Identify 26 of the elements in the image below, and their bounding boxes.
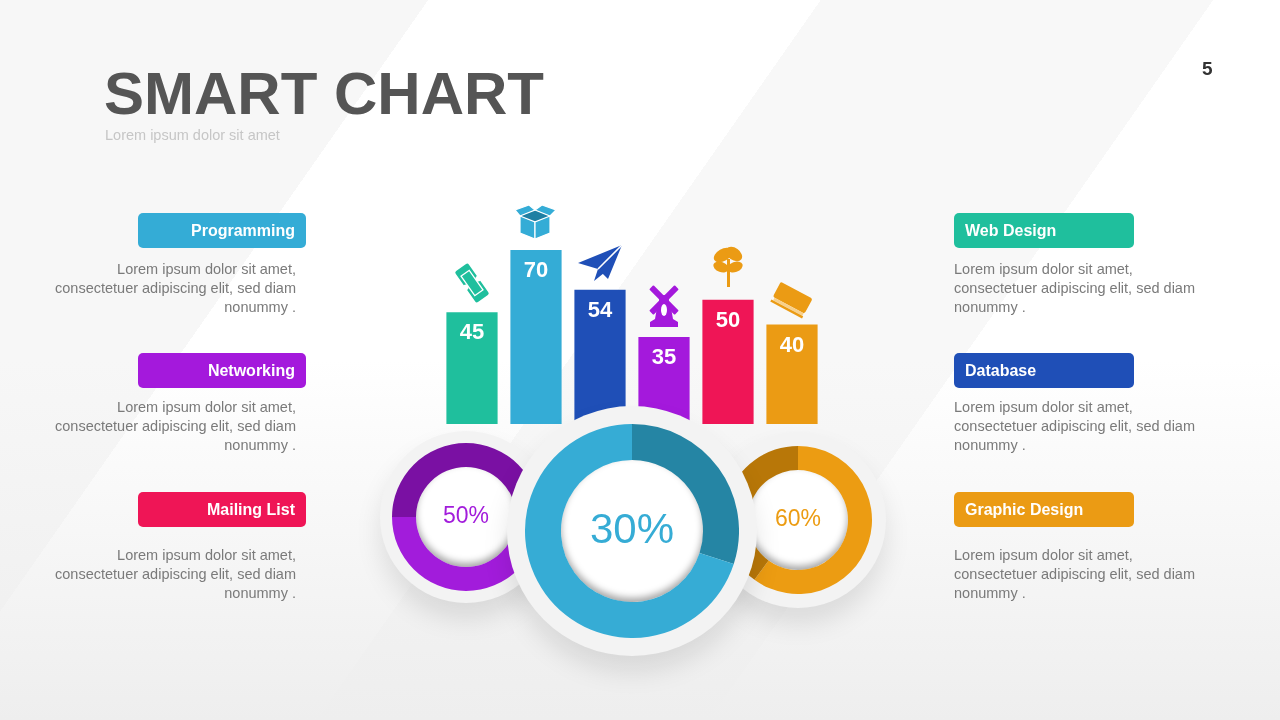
- data-label: 50%: [442, 502, 490, 529]
- text: Lorem ipsum dolor sit amet, consectetuer adipiscing elit, sed diam nonummy .: [954, 398, 1196, 455]
- text: Web Design: [965, 221, 1057, 241]
- data-label: 60%: [774, 505, 822, 532]
- text: Mailing List: [207, 500, 295, 520]
- text: SMART CHART: [104, 60, 544, 127]
- text: Graphic Design: [965, 500, 1084, 520]
- text: Lorem ipsum dolor sit amet, consectetuer adipiscing elit, sed diam nonummy .: [54, 398, 296, 455]
- bar: [510, 250, 562, 424]
- data-label: 40: [779, 331, 805, 357]
- text: 5: [1202, 58, 1213, 80]
- data-label: 50: [715, 306, 741, 332]
- text: Database: [965, 361, 1037, 381]
- data-label: 70: [523, 257, 549, 283]
- data-label: 30%: [589, 504, 675, 552]
- text: Lorem ipsum dolor sit amet, consectetuer adipiscing elit, sed diam nonummy .: [954, 546, 1196, 603]
- bar: [446, 312, 498, 424]
- text: Lorem ipsum dolor sit amet, consectetuer adipiscing elit, sed diam nonummy .: [54, 546, 296, 603]
- data-label: 35: [651, 344, 677, 370]
- text: Programming: [190, 221, 295, 241]
- text: Lorem ipsum dolor sit amet, consectetuer adipiscing elit, sed diam nonummy .: [954, 260, 1196, 317]
- bar: [766, 324, 818, 424]
- text: Networking: [207, 361, 295, 381]
- text: Lorem ipsum dolor sit amet, consectetuer adipiscing elit, sed diam nonummy .: [54, 260, 296, 317]
- data-label: 45: [459, 319, 485, 345]
- data-label: 54: [587, 296, 613, 322]
